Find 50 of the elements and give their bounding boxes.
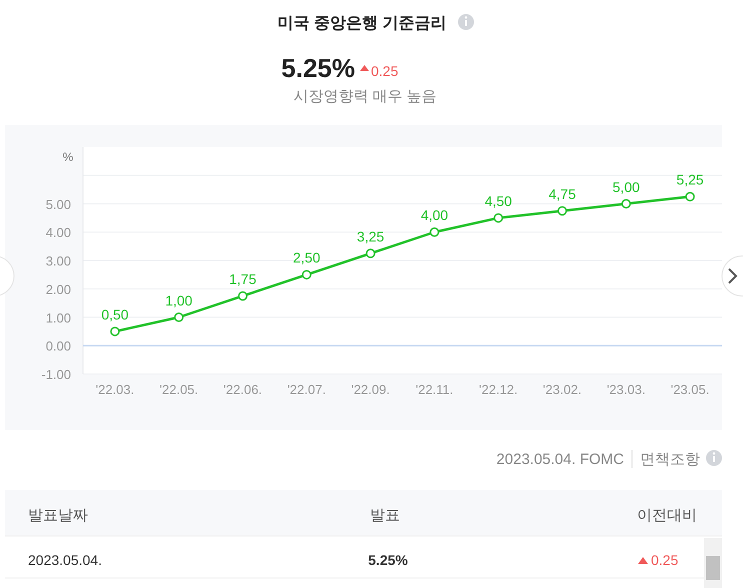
text: 0.25 [371, 63, 398, 79]
x-tick-label: '23.02. [542, 382, 582, 397]
y-tick-label: 2.00 [46, 282, 71, 297]
data-label: 3,25 [356, 228, 384, 244]
x-tick-label: '23.05. [670, 382, 710, 397]
text: 이전대비 [637, 507, 697, 524]
point [621, 199, 631, 208]
x-tick-label: '22.07. [287, 382, 326, 397]
text: 0.25 [651, 552, 678, 568]
point [366, 248, 376, 258]
point [238, 291, 248, 301]
y-tick-label: 1.00 [46, 310, 71, 326]
data-label: 4,50 [484, 192, 512, 209]
x-tick-label: '22.09. [351, 382, 390, 397]
x-tick-label: '22.12. [479, 382, 518, 397]
point [430, 227, 440, 237]
text: 2023.05.04. FOMC [496, 451, 624, 468]
y-tick-label: -1.00 [41, 367, 71, 382]
point [494, 213, 504, 223]
x-tick-label: '22.03. [96, 382, 134, 397]
x-tick-label: '22.05. [160, 382, 198, 397]
y-tick-label: 0.00 [46, 338, 71, 354]
text: 5.25% [281, 53, 355, 83]
point [174, 312, 184, 322]
y-tick-label: 5.00 [46, 196, 71, 212]
x-tick-label: '22.06. [223, 382, 262, 397]
data-label: 5,00 [612, 178, 640, 195]
text: 면책조항 [640, 451, 700, 468]
data-label: 2,50 [293, 250, 320, 266]
x-tick-label: '23.03. [606, 382, 646, 397]
point [558, 206, 567, 216]
x-tick-label: '22.11. [416, 382, 454, 397]
text: 발표 [370, 507, 400, 524]
data-label: 4,00 [420, 207, 448, 224]
text: 2023.05.04. [28, 552, 102, 568]
point [110, 326, 120, 336]
point [302, 270, 312, 280]
chart-title: 미국 중앙은행 기준금리 [278, 15, 446, 32]
data-label: 0,50 [101, 306, 129, 322]
data-label: 4,75 [548, 186, 576, 202]
y-axis-title: % [62, 150, 74, 164]
data-label: 5,25 [676, 172, 704, 188]
text: 시장영향력 매우 높음 [293, 88, 437, 105]
data-label: 1,75 [229, 270, 257, 287]
y-tick-label: 4.00 [46, 225, 71, 240]
data-label: 1,00 [165, 292, 193, 308]
point [685, 192, 695, 202]
text: 발표날짜 [28, 507, 88, 524]
text: 5.25% [368, 552, 408, 568]
y-tick-label: 3.00 [46, 254, 71, 268]
